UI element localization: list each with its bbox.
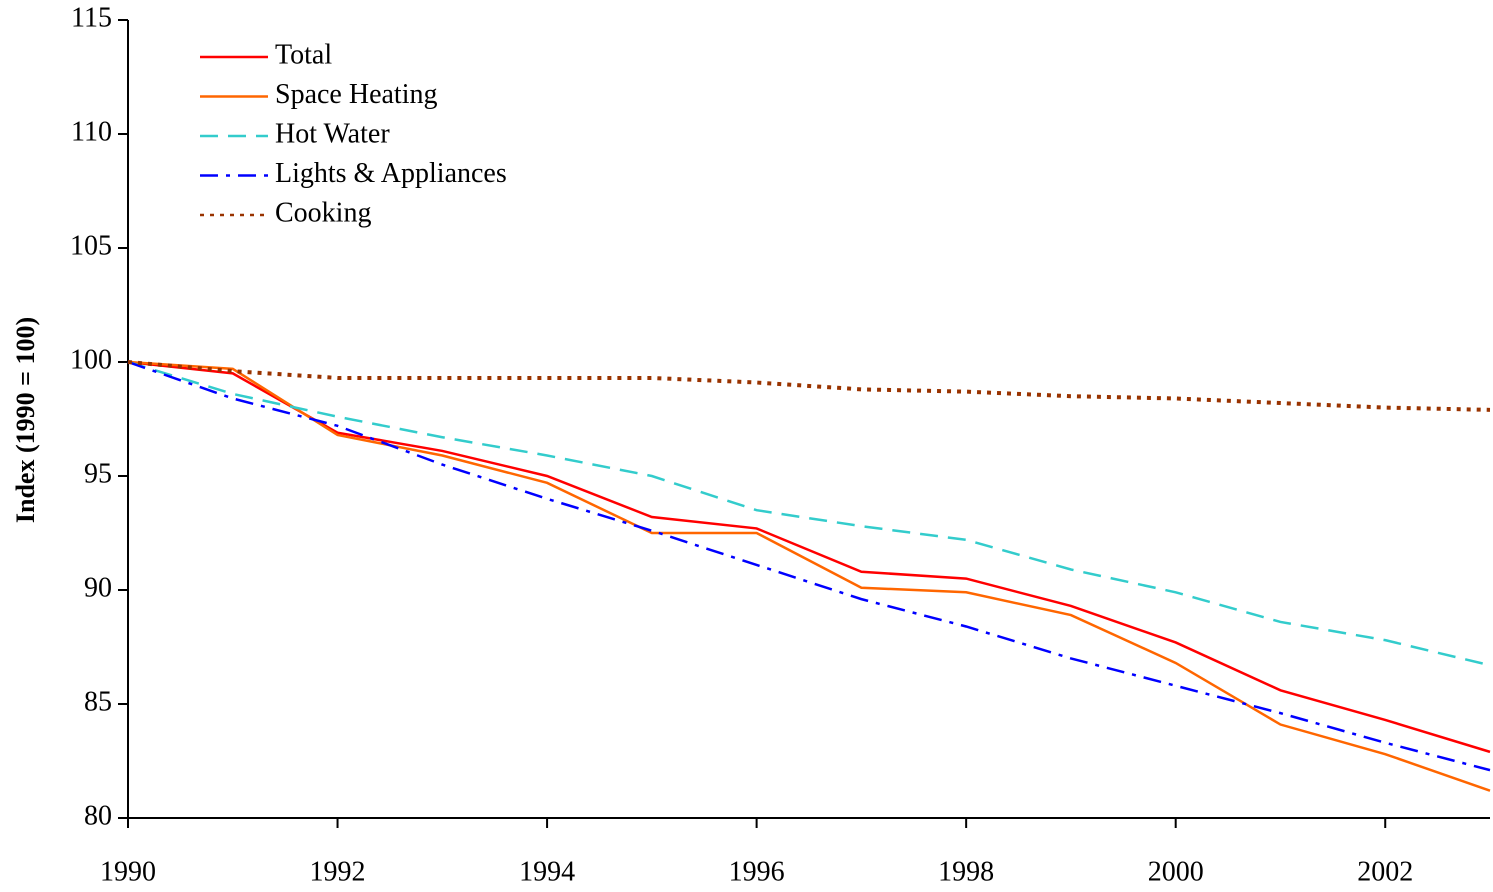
legend-label: Lights & Appliances <box>275 158 507 189</box>
x-tick-label: 1990 <box>100 856 156 887</box>
series-line <box>127 360 1491 792</box>
x-tick-label: 1996 <box>729 856 785 887</box>
legend-label: Hot Water <box>275 118 390 149</box>
y-tick-label: 95 <box>84 458 112 489</box>
series-line <box>127 360 1491 754</box>
legend-label: Total <box>275 39 332 70</box>
x-tick-label: 2002 <box>1357 856 1413 887</box>
y-tick-label: 115 <box>71 2 112 33</box>
y-tick-label: 100 <box>70 344 112 375</box>
series-line <box>127 360 1491 667</box>
legend-label: Cooking <box>275 197 371 228</box>
legend-label: Space Heating <box>275 79 438 110</box>
y-tick-label: 85 <box>84 686 112 717</box>
y-tick-label: 90 <box>84 572 112 603</box>
y-tick-label: 105 <box>70 230 112 261</box>
y-tick-label: 80 <box>84 800 112 831</box>
x-tick-label: 1992 <box>310 856 366 887</box>
series-line <box>127 360 1491 412</box>
series-line <box>127 360 1491 772</box>
x-tick-label: 2000 <box>1148 856 1204 887</box>
x-tick-label: 1998 <box>938 856 994 887</box>
y-tick-label: 110 <box>71 116 112 147</box>
y-axis-label: Index (1990 = 100) <box>11 317 40 523</box>
x-tick-label: 1994 <box>519 856 575 887</box>
